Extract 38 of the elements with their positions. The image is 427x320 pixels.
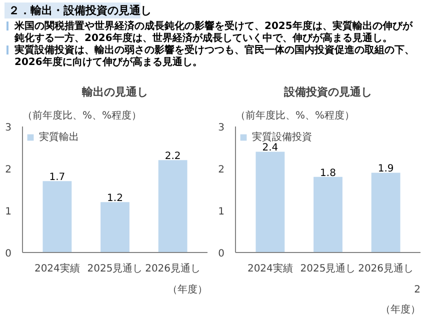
x-axis-title: （年度） bbox=[168, 284, 208, 296]
data-label: 1.8 bbox=[320, 168, 336, 179]
x-tick-label: 2026見通し bbox=[358, 262, 414, 274]
bar bbox=[314, 176, 342, 252]
y-tick-label: 1 bbox=[218, 206, 225, 218]
y-tick-label: 0 bbox=[5, 248, 12, 260]
data-label: 1.2 bbox=[107, 193, 123, 204]
data-label: 1.7 bbox=[49, 172, 66, 184]
chart-title: 設備投資の見通し bbox=[283, 86, 372, 98]
x-tick-label: 2024実績 bbox=[247, 262, 293, 274]
x-tick-label: 2025見通し bbox=[87, 262, 143, 274]
x-tick-label: 2024実績 bbox=[34, 262, 80, 274]
data-label: 2.2 bbox=[164, 151, 181, 162]
y-tick-label: 0 bbox=[218, 248, 225, 260]
y-tick-label: 2 bbox=[218, 164, 225, 176]
bar bbox=[256, 152, 285, 252]
text: 米国の関税措置や世界経済の成長鈍化の影響を受けて、2025年度は、実質輸出の伸びが鈍化する一方、2026年度は、世界経済が成長していく中で、伸びが高まる見通し。 bbox=[14, 20, 414, 44]
legend-label: 実質設備投資 bbox=[252, 130, 312, 143]
text: ２．輸出・設備投資の見通し bbox=[8, 4, 152, 17]
bar bbox=[42, 181, 72, 252]
x-tick-label: 2026見通し bbox=[145, 262, 201, 274]
y-tick-label: 2 bbox=[5, 164, 12, 176]
y-tick-label: 1 bbox=[5, 206, 12, 218]
chart-title: 輸出の見通し bbox=[81, 86, 148, 98]
bar bbox=[158, 160, 188, 252]
y-axis-title: （前年度比、%、%程度） bbox=[22, 110, 142, 122]
x-tick-label: 2025見通し bbox=[300, 262, 356, 274]
y-axis-title: （前年度比、%、%程度） bbox=[236, 110, 355, 122]
data-label: 1.9 bbox=[378, 164, 394, 175]
text: 2 bbox=[414, 284, 421, 296]
bar bbox=[371, 172, 400, 252]
legend-label: 実質輸出 bbox=[39, 130, 79, 144]
x-axis-title: （年度） bbox=[380, 304, 420, 316]
y-tick-label: 3 bbox=[5, 122, 12, 134]
text: 実質設備投資は、輸出の弱さの影響を受けつつも、官民一体の国内投資促進の取組の下、2026年度に向けて伸びが高まる見通し。 bbox=[14, 44, 414, 68]
data-label: 2.4 bbox=[262, 142, 278, 154]
bar bbox=[100, 202, 130, 252]
y-tick-label: 3 bbox=[218, 122, 225, 134]
